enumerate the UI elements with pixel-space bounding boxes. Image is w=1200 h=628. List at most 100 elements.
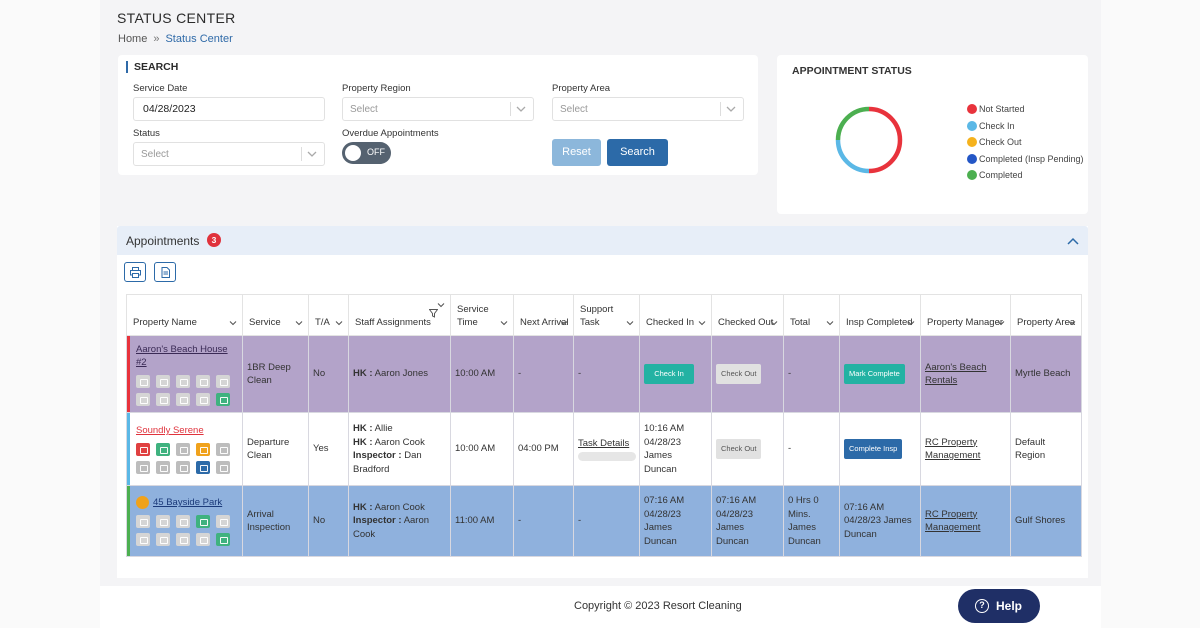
list-icon[interactable] xyxy=(196,392,210,406)
box-icon[interactable] xyxy=(216,392,230,406)
block-icon[interactable] xyxy=(176,392,190,406)
list-icon[interactable] xyxy=(196,460,210,474)
appointment-status-title: APPOINTMENT STATUS xyxy=(792,65,912,77)
mark-complete-button[interactable]: Mark Complete xyxy=(844,364,905,384)
check-in-button[interactable]: Check In xyxy=(644,364,694,384)
property-link[interactable]: Aaron's Beach House #2 xyxy=(136,343,228,369)
col-checked-out[interactable]: Checked Out xyxy=(711,294,784,336)
column-label: Property Manager xyxy=(927,317,1004,328)
manager-link[interactable]: RC Property Management xyxy=(925,508,981,534)
legend-dot xyxy=(967,120,977,131)
property-link[interactable]: Soundly Serene xyxy=(136,425,204,437)
property-area-select[interactable]: Select xyxy=(552,97,744,121)
task-details-link[interactable]: Task Details xyxy=(578,437,630,449)
edit-icon[interactable] xyxy=(196,442,210,456)
col-property-area[interactable]: Property Area xyxy=(1010,294,1082,336)
col-checked-in[interactable]: Checked In xyxy=(639,294,712,336)
chevron-down-icon xyxy=(698,321,706,326)
breadcrumb-home[interactable]: Home xyxy=(118,33,148,45)
help-button[interactable]: ? Help xyxy=(958,589,1040,623)
col-service-time[interactable]: Service Time xyxy=(450,294,514,336)
camera-icon[interactable] xyxy=(216,442,230,456)
block-icon[interactable] xyxy=(176,532,190,546)
edit-icon[interactable] xyxy=(196,374,210,388)
filter-icon[interactable] xyxy=(429,309,438,318)
table-row[interactable]: 45 Bayside Park Arrival Inspect xyxy=(126,485,1082,557)
sync-icon[interactable] xyxy=(156,442,170,456)
document-icon[interactable] xyxy=(136,460,150,474)
cell-ta: No xyxy=(308,485,349,557)
col-insp-completed[interactable]: Insp Completed xyxy=(839,294,921,336)
sync-icon[interactable] xyxy=(156,514,170,528)
camera-icon[interactable] xyxy=(216,514,230,528)
col-next-arrival[interactable]: Next Arrival xyxy=(513,294,574,336)
manager-link[interactable]: RC Property Management xyxy=(925,436,981,462)
complete-insp-button[interactable]: Complete Insp xyxy=(844,439,903,459)
list-icon[interactable] xyxy=(196,532,210,546)
warning-icon xyxy=(136,496,149,510)
cell-support-task: Task Details xyxy=(573,412,640,486)
property-link[interactable]: 45 Bayside Park xyxy=(153,497,223,509)
reset-button[interactable]: Reset xyxy=(552,139,601,166)
check-out-button[interactable]: Check Out xyxy=(716,439,762,459)
block-icon[interactable] xyxy=(176,460,190,474)
sync-icon[interactable] xyxy=(156,374,170,388)
overdue-toggle[interactable]: OFF xyxy=(342,142,391,164)
col-staff-assignments[interactable]: Staff Assignments xyxy=(348,294,451,336)
appointments-table: Property Name Service T/A Staff Assignme… xyxy=(126,294,1082,557)
folder-icon[interactable] xyxy=(176,442,190,456)
chevron-down-icon xyxy=(516,106,526,112)
table-row[interactable]: Soundly Serene Departure Clean xyxy=(126,412,1082,486)
chevron-down-icon xyxy=(826,321,834,326)
folder-icon[interactable] xyxy=(176,514,190,528)
col-support-task[interactable]: Support Task xyxy=(573,294,640,336)
table-row[interactable]: Aaron's Beach House #2 1BR Deep xyxy=(126,335,1082,413)
star-icon[interactable] xyxy=(156,392,170,406)
chevron-up-icon[interactable] xyxy=(1066,234,1080,248)
print-button[interactable] xyxy=(124,262,146,282)
cell-checked-out: Check Out xyxy=(711,412,784,486)
service-date-input[interactable]: 04/28/2023 xyxy=(133,97,325,121)
document-icon[interactable] xyxy=(136,532,150,546)
reschedule-icon[interactable] xyxy=(136,514,150,528)
box-icon[interactable] xyxy=(216,460,230,474)
col-property-manager[interactable]: Property Manager xyxy=(920,294,1011,336)
col-property-name[interactable]: Property Name xyxy=(126,294,243,336)
staff-role: Inspector : xyxy=(353,450,402,461)
cell-checked-in: 07:16 AM 04/28/23 James Duncan xyxy=(639,485,712,557)
chevron-down-icon xyxy=(500,321,508,326)
cell-insp: 07:16 AM 04/28/23 James Duncan xyxy=(839,485,921,557)
export-button[interactable] xyxy=(154,262,176,282)
property-area-label: Property Area xyxy=(552,83,611,94)
col-service[interactable]: Service xyxy=(242,294,309,336)
box-icon[interactable] xyxy=(216,532,230,546)
appointments-panel: Appointments 3 Property Name Service T/A… xyxy=(117,226,1088,578)
donut-check-in xyxy=(835,139,870,174)
donut-completed xyxy=(835,106,870,141)
star-icon[interactable] xyxy=(156,460,170,474)
cell-staff: HK : Aaron Jones xyxy=(348,335,451,413)
cell-staff: HK : Allie HK : Aaron Cook Inspector : D… xyxy=(348,412,451,486)
folder-icon[interactable] xyxy=(176,374,190,388)
cell-staff: HK : Aaron Cook Inspector : Aaron Cook xyxy=(348,485,451,557)
status-label: Status xyxy=(133,128,160,139)
property-region-select[interactable]: Select xyxy=(342,97,534,121)
column-label: Service Time xyxy=(457,304,489,328)
appointments-header[interactable]: Appointments 3 xyxy=(117,226,1088,255)
manager-link[interactable]: Aaron's Beach Rentals xyxy=(925,361,987,387)
camera-icon[interactable] xyxy=(216,374,230,388)
col-ta[interactable]: T/A xyxy=(308,294,349,336)
table-header-row: Property Name Service T/A Staff Assignme… xyxy=(126,294,1082,336)
status-select[interactable]: Select xyxy=(133,142,325,166)
check-out-button[interactable]: Check Out xyxy=(716,364,762,384)
legend-item: Check In xyxy=(967,118,1084,135)
reschedule-icon[interactable] xyxy=(136,374,150,388)
star-icon[interactable] xyxy=(156,532,170,546)
document-icon[interactable] xyxy=(136,392,150,406)
edit-icon[interactable] xyxy=(196,514,210,528)
footer: Copyright © 2023 Resort Cleaning xyxy=(100,586,1101,628)
cell-manager: RC Property Management xyxy=(920,412,1011,486)
col-total[interactable]: Total xyxy=(783,294,840,336)
reschedule-icon[interactable] xyxy=(136,442,150,456)
search-button[interactable]: Search xyxy=(607,139,668,166)
